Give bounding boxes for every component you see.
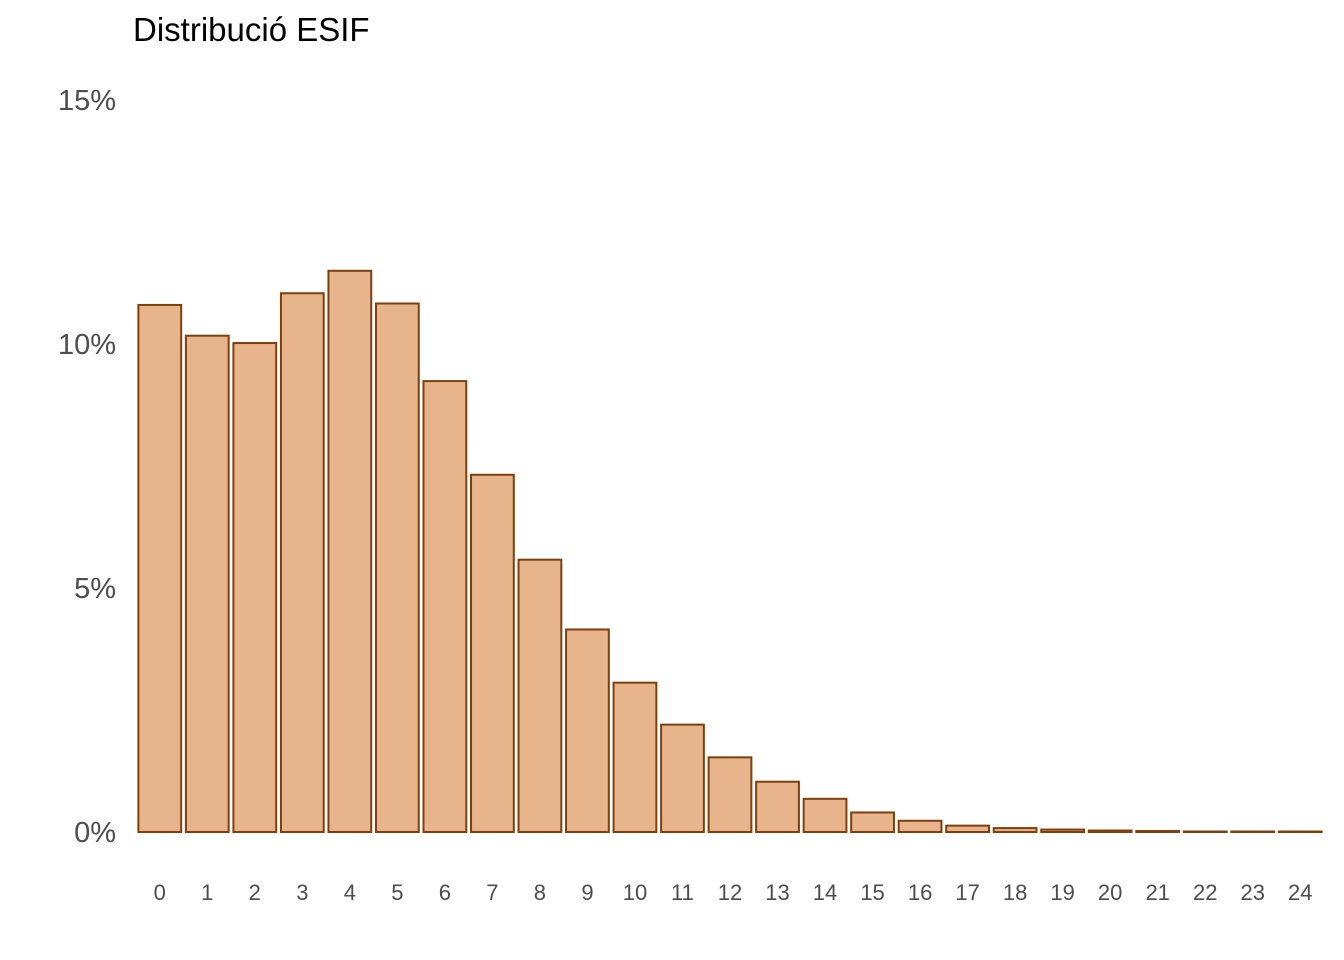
x-tick-label: 4 <box>344 880 356 905</box>
x-tick-label: 24 <box>1288 880 1312 905</box>
x-tick-label: 0 <box>154 880 166 905</box>
x-tick-label: 21 <box>1145 880 1169 905</box>
x-tick-label: 7 <box>486 880 498 905</box>
x-axis: 0 1 2 3 4 5 6 7 8 9 10 11 12 13 14 15 16 17 18 19 20 21 22 23 24 <box>154 880 1313 905</box>
x-tick-label: 13 <box>765 880 789 905</box>
x-tick-label: 3 <box>296 880 308 905</box>
bar-19 <box>1040 828 1086 833</box>
y-tick-label: 10% <box>58 329 116 361</box>
bar-0 <box>137 303 183 833</box>
bar-6 <box>422 380 468 833</box>
bar-10 <box>612 681 658 833</box>
bar-2 <box>232 342 278 833</box>
bar-17 <box>945 824 990 834</box>
bar-13 <box>755 780 800 834</box>
y-tick-label: 0% <box>74 817 116 849</box>
x-tick-label: 12 <box>718 880 742 905</box>
x-tick-label: 5 <box>391 880 403 905</box>
bar-9 <box>565 628 610 833</box>
x-tick-label: 8 <box>534 880 546 905</box>
x-tick-label: 18 <box>1003 880 1027 905</box>
bar-12 <box>707 756 753 833</box>
bars <box>137 269 1323 834</box>
x-tick-label: 23 <box>1240 880 1264 905</box>
bar-5 <box>374 302 420 834</box>
bar-14 <box>802 797 848 833</box>
bar-4 <box>327 269 373 833</box>
x-tick-label: 14 <box>813 880 837 905</box>
bar-11 <box>660 723 705 834</box>
y-tick-label: 15% <box>58 85 116 117</box>
bar-7 <box>470 473 515 833</box>
chart-title: Distribució ESIF <box>133 11 370 48</box>
bar-3 <box>279 292 325 833</box>
x-tick-label: 17 <box>955 880 979 905</box>
bar-1 <box>184 334 230 833</box>
x-tick-label: 11 <box>671 880 694 905</box>
x-tick-label: 9 <box>581 880 593 905</box>
x-tick-label: 6 <box>439 880 451 905</box>
x-tick-label: 10 <box>623 880 647 905</box>
bar-23 <box>1230 830 1276 833</box>
y-axis: 0% 5% 10% 15% <box>58 85 116 849</box>
x-tick-label: 19 <box>1050 880 1074 905</box>
bar-21 <box>1135 830 1181 833</box>
x-tick-label: 15 <box>860 880 884 905</box>
bar-8 <box>517 558 563 833</box>
x-tick-label: 20 <box>1098 880 1122 905</box>
bar-24 <box>1277 830 1323 833</box>
bar-16 <box>897 819 943 834</box>
bar-20 <box>1087 829 1133 834</box>
x-tick-label: 16 <box>908 880 932 905</box>
x-tick-label: 1 <box>201 880 213 905</box>
y-tick-label: 5% <box>74 573 116 605</box>
bar-15 <box>850 811 895 833</box>
x-tick-label: 22 <box>1193 880 1217 905</box>
bar-18 <box>992 827 1038 834</box>
bar-22 <box>1182 830 1228 833</box>
x-tick-label: 2 <box>249 880 261 905</box>
